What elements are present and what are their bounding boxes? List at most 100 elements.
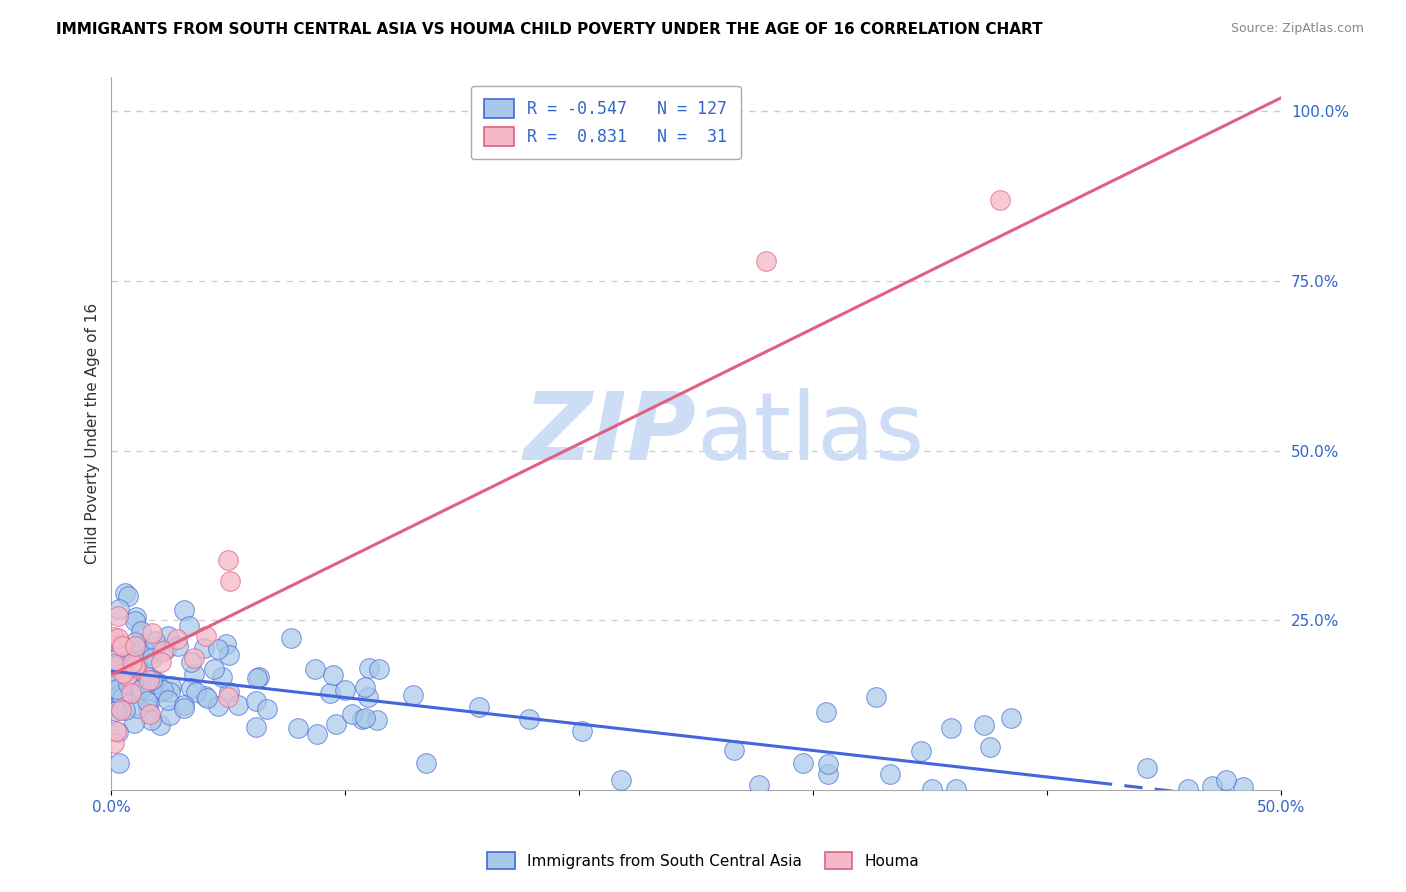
Point bbox=[129, 637, 152, 651]
Point bbox=[121, 668, 143, 682]
Point bbox=[124, 614, 146, 628]
Point bbox=[366, 713, 388, 727]
Point bbox=[910, 744, 932, 758]
Point bbox=[138, 647, 160, 661]
Point bbox=[114, 586, 136, 600]
Point bbox=[111, 639, 134, 653]
Point bbox=[183, 650, 205, 665]
Point bbox=[571, 724, 593, 739]
Point bbox=[180, 681, 202, 695]
Point bbox=[173, 603, 195, 617]
Point bbox=[1215, 773, 1237, 788]
Point bbox=[107, 725, 129, 739]
Point bbox=[195, 690, 218, 705]
Point bbox=[990, 193, 1012, 207]
Point bbox=[107, 756, 129, 770]
Point bbox=[104, 675, 127, 690]
Point bbox=[131, 624, 153, 638]
Point bbox=[146, 677, 169, 691]
Point bbox=[367, 662, 389, 676]
Legend: Immigrants from South Central Asia, Houma: Immigrants from South Central Asia, Houm… bbox=[481, 846, 925, 875]
Point bbox=[107, 632, 129, 646]
Point bbox=[287, 721, 309, 735]
Point bbox=[139, 706, 162, 721]
Point bbox=[245, 694, 267, 708]
Point bbox=[415, 756, 437, 770]
Point bbox=[280, 631, 302, 645]
Point bbox=[103, 673, 125, 688]
Point bbox=[114, 673, 136, 688]
Point bbox=[127, 646, 149, 660]
Point bbox=[156, 692, 179, 706]
Point bbox=[1000, 711, 1022, 725]
Point bbox=[103, 674, 125, 689]
Point bbox=[207, 642, 229, 657]
Point bbox=[755, 253, 778, 268]
Point bbox=[125, 610, 148, 624]
Point bbox=[202, 662, 225, 676]
Point bbox=[814, 705, 837, 719]
Point bbox=[107, 650, 129, 665]
Point bbox=[120, 686, 142, 700]
Point bbox=[146, 675, 169, 690]
Point bbox=[723, 743, 745, 757]
Point bbox=[132, 642, 155, 657]
Point bbox=[921, 782, 943, 797]
Point bbox=[139, 713, 162, 727]
Point bbox=[865, 690, 887, 705]
Point bbox=[186, 685, 208, 699]
Point bbox=[979, 739, 1001, 754]
Point bbox=[1177, 782, 1199, 797]
Point bbox=[319, 686, 342, 700]
Point bbox=[304, 662, 326, 676]
Point bbox=[107, 609, 129, 624]
Point bbox=[104, 653, 127, 667]
Point bbox=[110, 703, 132, 717]
Point bbox=[105, 724, 128, 739]
Point bbox=[108, 701, 131, 715]
Point bbox=[177, 619, 200, 633]
Legend: R = -0.547   N = 127, R =  0.831   N =  31: R = -0.547 N = 127, R = 0.831 N = 31 bbox=[471, 86, 741, 160]
Point bbox=[973, 718, 995, 732]
Point bbox=[748, 778, 770, 792]
Point bbox=[138, 670, 160, 684]
Point bbox=[217, 690, 239, 704]
Point bbox=[114, 703, 136, 717]
Point bbox=[149, 655, 172, 669]
Point bbox=[124, 658, 146, 673]
Point bbox=[353, 680, 375, 694]
Point bbox=[155, 641, 177, 656]
Point bbox=[945, 782, 967, 797]
Point bbox=[879, 767, 901, 781]
Point bbox=[183, 666, 205, 681]
Point bbox=[112, 678, 135, 692]
Point bbox=[159, 707, 181, 722]
Text: IMMIGRANTS FROM SOUTH CENTRAL ASIA VS HOUMA CHILD POVERTY UNDER THE AGE OF 16 CO: IMMIGRANTS FROM SOUTH CENTRAL ASIA VS HO… bbox=[56, 22, 1043, 37]
Point bbox=[112, 665, 135, 680]
Point bbox=[105, 704, 128, 718]
Point bbox=[817, 756, 839, 771]
Point bbox=[129, 682, 152, 697]
Point bbox=[107, 657, 129, 672]
Point bbox=[322, 667, 344, 681]
Point bbox=[217, 553, 239, 567]
Point bbox=[218, 648, 240, 662]
Point bbox=[352, 712, 374, 726]
Point bbox=[1232, 780, 1254, 794]
Point bbox=[117, 589, 139, 603]
Point bbox=[141, 625, 163, 640]
Point bbox=[211, 670, 233, 684]
Point bbox=[152, 644, 174, 658]
Point bbox=[193, 689, 215, 703]
Point bbox=[166, 639, 188, 653]
Point bbox=[159, 684, 181, 698]
Point bbox=[173, 701, 195, 715]
Point bbox=[103, 737, 125, 751]
Point bbox=[305, 727, 328, 741]
Point bbox=[134, 665, 156, 680]
Point bbox=[195, 628, 218, 642]
Point bbox=[105, 681, 128, 696]
Point bbox=[124, 639, 146, 653]
Point bbox=[359, 661, 381, 675]
Point bbox=[335, 683, 357, 698]
